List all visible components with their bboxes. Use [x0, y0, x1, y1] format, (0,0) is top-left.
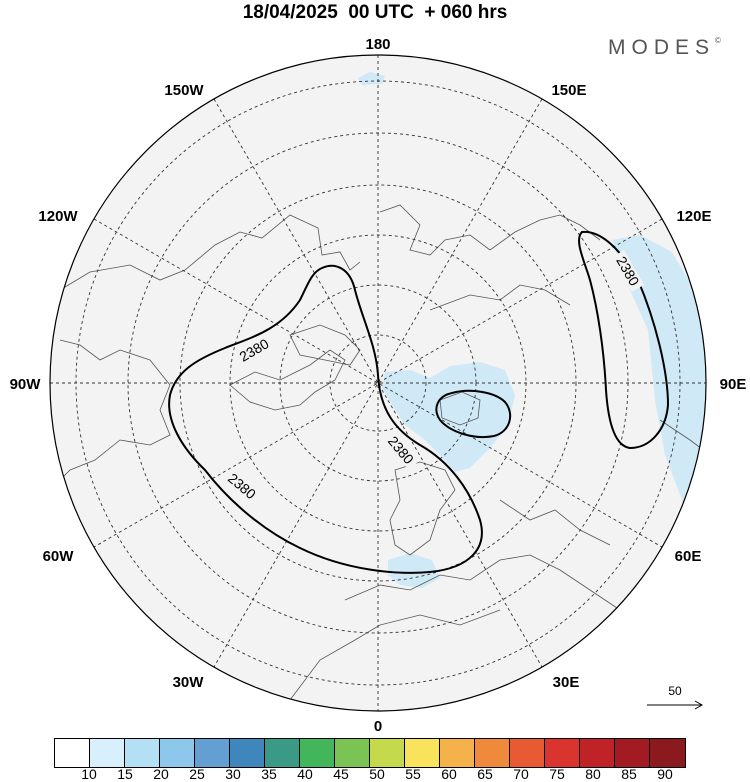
- lon-label-150e: 150E: [551, 82, 586, 99]
- colorbar-label: 20: [153, 766, 169, 782]
- map-border: [49, 54, 707, 712]
- lon-label-180: 180: [365, 36, 390, 53]
- colorbar-cell: [55, 739, 90, 767]
- colorbar-label: 60: [441, 766, 457, 782]
- contour-small: [435, 389, 512, 438]
- colorbar-label: 50: [369, 766, 385, 782]
- colorbar-cell: [615, 739, 650, 767]
- wind-reference-arrow-icon: [647, 700, 704, 710]
- colorbar-cell: [475, 739, 510, 767]
- brand-text: MODES: [608, 36, 716, 59]
- colorbar-cell: [545, 739, 580, 767]
- colorbar-label: 55: [405, 766, 421, 782]
- colorbar-label: 75: [549, 766, 565, 782]
- colorbar-cell: [405, 739, 440, 767]
- colorbar-label: 85: [621, 766, 637, 782]
- colorbar-cell: [90, 739, 125, 767]
- colorbar-cell: [440, 739, 475, 767]
- colorbar-label: 90: [657, 766, 673, 782]
- colorbar-label: 70: [513, 766, 529, 782]
- contour-main: [168, 264, 483, 574]
- colorbar-cell: [370, 739, 405, 767]
- colorbar-label: 35: [261, 766, 277, 782]
- colorbar-label: 30: [225, 766, 241, 782]
- colorbar-cell: [650, 739, 685, 767]
- lon-label-60w: 60W: [43, 548, 75, 565]
- lon-label-120e: 120E: [676, 208, 711, 225]
- copyright-mark: ©: [715, 36, 721, 45]
- colorbar-cell: [510, 739, 545, 767]
- colorbar-cell: [230, 739, 265, 767]
- lon-label-150w: 150W: [164, 82, 204, 99]
- colorbar-label: 65: [477, 766, 493, 782]
- wind-reference-label: 50: [668, 684, 682, 698]
- colorbar-cell: [335, 739, 370, 767]
- lon-label-30e: 30E: [553, 674, 580, 691]
- colorbar-label: 25: [189, 766, 205, 782]
- shade-region-east: [612, 235, 706, 540]
- colorbar-cell: [160, 739, 195, 767]
- colorbar-label: 10: [81, 766, 97, 782]
- shade-region-central: [382, 362, 515, 472]
- lon-label-90w: 90W: [10, 376, 42, 393]
- map-title: 18/04/2025 00 UTC + 060 hrs: [242, 2, 508, 23]
- colorbar-labels: 10 15 20 25 30 35 40 45 50 55 60 65 70 75 80 85 90: [0, 766, 750, 782]
- colorbar-cell: [195, 739, 230, 767]
- lon-label-60e: 60E: [675, 548, 702, 565]
- modes-logo: MODES©: [608, 36, 721, 60]
- lon-label-120w: 120W: [38, 208, 78, 225]
- colorbar-cell: [125, 739, 160, 767]
- colorbar-label: 40: [297, 766, 313, 782]
- colorbar: [54, 738, 686, 768]
- meridians: [50, 55, 706, 711]
- lon-label-90e: 90E: [720, 376, 747, 393]
- shade-region-south: [388, 553, 440, 588]
- colorbar-cell: [300, 739, 335, 767]
- colorbar-cell: [265, 739, 300, 767]
- colorbar-label: 45: [333, 766, 349, 782]
- polar-map: 2380 2380 2380 2380 180 0 90W 90E 150W 1…: [10, 36, 747, 735]
- colorbar-label: 15: [117, 766, 133, 782]
- lon-label-0: 0: [374, 718, 382, 735]
- colorbar-label: 80: [585, 766, 601, 782]
- colorbar-cell: [580, 739, 615, 767]
- lon-label-30w: 30W: [173, 674, 205, 691]
